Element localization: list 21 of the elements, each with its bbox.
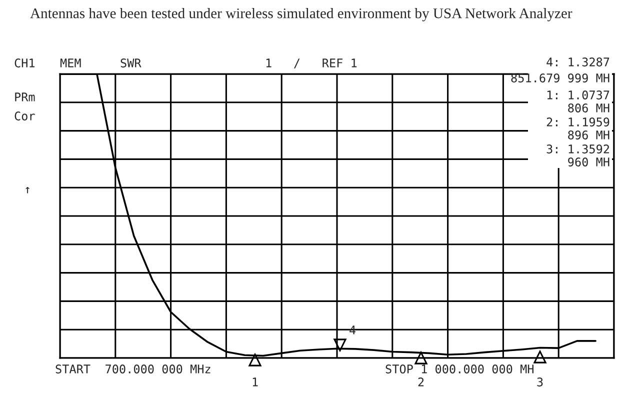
text: PRm: [15, 92, 35, 102]
text: 3: [537, 378, 543, 386]
annotation: 2: 1.1959: [546, 118, 610, 126]
text: SWR: [120, 58, 142, 68]
annotation: 1: 1.0737: [547, 90, 610, 100]
annotation: 960 MH: [568, 158, 610, 166]
annotation: 3: 1.3592: [546, 144, 609, 154]
text: START 700.000 000 MHz: [56, 364, 210, 374]
chart-title: Antennas have been tested under wireless simulated environment by USA Network Analyzer: [30, 8, 572, 22]
text: STOP 1 000.000 000 MH: [386, 364, 534, 374]
text: 1 / REF 1: [266, 58, 357, 68]
text: 1: [252, 378, 258, 386]
text: 2: [418, 378, 424, 386]
text: CH1: [14, 58, 35, 68]
annotation: 806 MH: [568, 104, 610, 112]
annotation: 896 MH: [568, 130, 610, 140]
text: 4: 1.3287: [546, 58, 610, 66]
text: Cor: [14, 112, 35, 120]
text: ↑: [26, 186, 30, 194]
annotation: 851.679 999 MH: [511, 74, 610, 82]
text: MEM: [60, 58, 81, 68]
